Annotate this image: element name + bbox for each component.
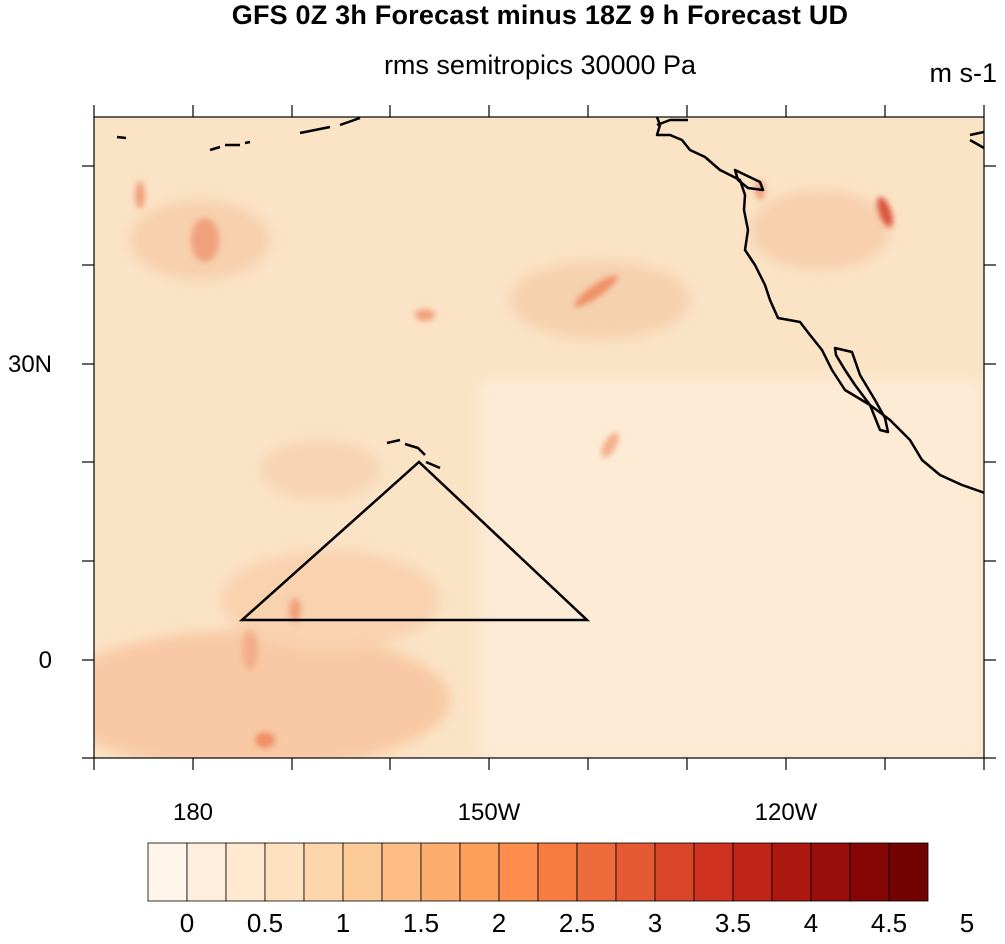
colorbar-label: 1 [336,908,350,938]
map-subtitle: rms semitropics 30000 Pa [383,50,697,80]
colorbar-swatch [888,842,929,902]
colorbar-label: 0 [180,908,194,938]
colorbar-label: 4 [804,908,818,938]
colorbar-swatch [420,842,461,902]
colorbar-label: 0.5 [247,908,283,938]
colorbar-swatch [810,842,851,902]
colorbar-swatch [732,842,773,902]
colorbar-swatch [537,842,578,902]
colorbar-label: 3 [648,908,662,938]
axis-ticks [82,105,996,770]
lat-label-0: 0 [39,647,52,674]
colorbar-swatch [459,842,500,902]
colorbar-label: 5 [960,908,974,938]
colorbar-label: 4.5 [871,908,907,938]
colorbar-swatch [849,842,890,902]
lat-label-30n: 30N [8,351,52,378]
rms-field [94,117,984,758]
colorbar-label: 2.5 [559,908,595,938]
colorbar-swatch [576,842,617,902]
colorbar [147,842,929,902]
colorbar-swatch [303,842,344,902]
lon-label-180: 180 [173,799,213,826]
colorbar-swatch [342,842,383,902]
coastline [116,117,984,494]
colorbar-swatch [615,842,656,902]
colorbar-swatch [771,842,812,902]
colorbar-label: 3.5 [715,908,751,938]
colorbar-label: 2 [492,908,506,938]
colorbar-label: 1.5 [403,908,439,938]
colorbar-swatch [225,842,266,902]
colorbar-swatch [654,842,695,902]
colorbar-swatch [693,842,734,902]
colorbar-swatch [381,842,422,902]
colorbar-swatch [498,842,539,902]
units-label: m s-1 [929,58,998,88]
plot-frame [93,116,985,759]
colorbar-labels: 0 0.5 1 1.5 2 2.5 3 3.5 4 4.5 5 [180,908,974,938]
lon-label-120w: 120W [755,799,818,826]
lon-label-150w: 150W [458,799,521,826]
map-title: GFS 0Z 3h Forecast minus 18Z 9 h Forecas… [231,0,849,30]
region-outline [238,460,591,622]
colorbar-swatch [147,842,188,902]
colorbar-swatch [186,842,227,902]
colorbar-swatch [264,842,305,902]
